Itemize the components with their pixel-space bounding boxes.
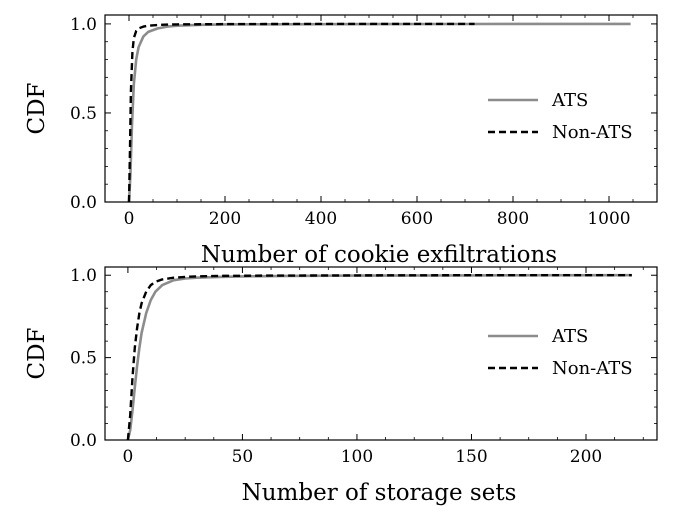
x-tick-label: 800	[497, 209, 529, 229]
x-tick-label: 150	[455, 447, 487, 467]
chart-panel-2: 0 50 100 150 200 0.0 0.5 1.0 Number of storage s…	[24, 266, 658, 506]
x-tick-label: 200	[209, 209, 241, 229]
x-tick-label: 1000	[587, 209, 630, 229]
legend-label: Non-ATS	[552, 358, 633, 379]
legend-label: Non-ATS	[552, 122, 633, 143]
legend-label: ATS	[551, 326, 588, 347]
chart-panel-1: 0 200 400 600 800 1000 0.0 0.5 1.0 Number of cook…	[24, 14, 658, 268]
x-axis-title: Number of cookie exfiltrations	[201, 242, 557, 268]
x-tick-label: 600	[401, 209, 433, 229]
y-tick-label: 0.0	[70, 193, 97, 213]
x-tick-label: 0	[124, 209, 135, 229]
series-line-ats	[127, 22, 631, 203]
x-tick-label: 0	[122, 447, 133, 467]
series-line-non-ats	[127, 22, 475, 203]
y-tick-label: 0.0	[70, 431, 97, 451]
y-axis-title: CDF	[24, 328, 50, 380]
y-axis-title: CDF	[24, 83, 50, 135]
y-tick-label: 0.5	[70, 349, 97, 369]
x-axis-title: Number of storage sets	[242, 480, 517, 506]
x-tick-label: 100	[341, 447, 373, 467]
legend-label: ATS	[551, 90, 588, 111]
plot-frame	[104, 14, 658, 203]
y-tick-label: 1.0	[70, 266, 97, 286]
x-tick-label: 400	[305, 209, 337, 229]
plot-frame	[104, 266, 658, 441]
y-tick-label: 1.0	[70, 15, 97, 35]
series-line-non-ats	[126, 274, 632, 441]
x-tick-label: 200	[570, 447, 602, 467]
y-tick-label: 0.5	[70, 104, 97, 124]
x-tick-label: 50	[232, 447, 254, 467]
